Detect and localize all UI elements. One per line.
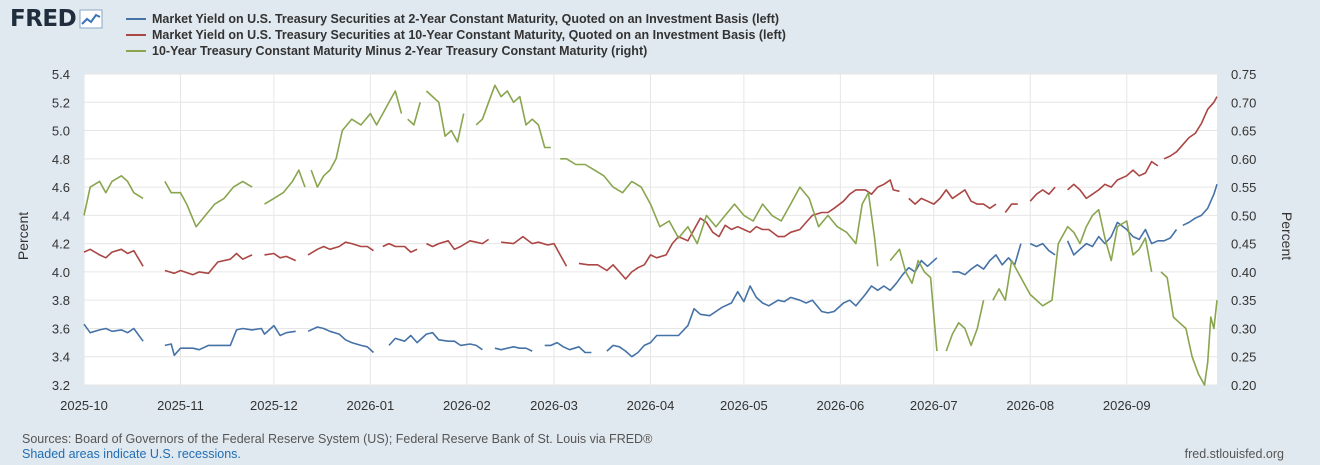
y-tick-label-right: 0.20: [1231, 378, 1256, 393]
series-segment: [310, 90, 403, 188]
series-segment: [1029, 242, 1056, 256]
footer-url[interactable]: fred.stlouisfed.org: [1184, 447, 1284, 461]
footer-sources: Sources: Board of Governors of the Feder…: [22, 432, 653, 446]
series-segment: [164, 252, 253, 276]
x-tick-label: 2026-01: [347, 398, 395, 413]
series-segment: [1066, 221, 1178, 256]
y-tick-label-right: 0.35: [1231, 293, 1256, 308]
legend-item-spread[interactable]: 10-Year Treasury Constant Maturity Minus…: [126, 43, 786, 59]
grid-lines: [83, 73, 1217, 386]
y-tick-label-left: 5.2: [52, 95, 70, 110]
y-axis-left: 3.2 3.4 3.6 3.8 4.0 4.2 4.4 4.6 4.8 5.0 5.2 5.4: [52, 67, 70, 393]
y-tick-label-left: 4.0: [52, 265, 70, 280]
x-tick-label: 2026-02: [443, 398, 491, 413]
y-tick-label-right: 0.30: [1231, 321, 1256, 336]
series-segment: [908, 189, 997, 210]
y-tick-label-right: 0.25: [1231, 350, 1256, 365]
legend-label-2-year: Market Yield on U.S. Treasury Securities…: [152, 12, 780, 26]
series-segment: [426, 238, 490, 251]
series-lines: [83, 84, 1218, 386]
series-segment: [1163, 96, 1218, 160]
x-axis: 2025-10 2025-11 2025-12 2026-01 2026-02 2026-…: [60, 398, 1150, 413]
legend-item-2-year[interactable]: Market Yield on U.S. Treasury Securities…: [126, 11, 786, 27]
y-tick-label-left: 3.4: [52, 350, 70, 365]
series-segment: [560, 158, 879, 267]
x-tick-label: 2026-03: [530, 398, 578, 413]
series-segment: [606, 257, 938, 358]
series-segment: [578, 179, 900, 280]
x-tick-label: 2026-06: [817, 398, 865, 413]
y-tick-label-left: 4.4: [52, 208, 70, 223]
series-segment: [952, 243, 1022, 276]
series-segment: [501, 235, 568, 267]
x-tick-label: 2026-08: [1006, 398, 1054, 413]
series-segment: [494, 345, 533, 352]
y-axis-right-label: Percent: [1279, 212, 1295, 260]
series-segment: [945, 300, 985, 352]
line-chart-icon: [79, 9, 103, 29]
legend-swatch-2-year: [126, 18, 146, 20]
x-tick-label: 2026-04: [627, 398, 675, 413]
series-segment: [1182, 184, 1218, 227]
series-segment: [164, 324, 296, 357]
legend-item-10-year[interactable]: Market Yield on U.S. Treasury Securities…: [126, 27, 786, 43]
series-segment: [1067, 160, 1159, 200]
legend-swatch-spread: [126, 50, 146, 52]
legend-label-spread: 10-Year Treasury Constant Maturity Minus…: [152, 44, 648, 58]
series-segment: [992, 208, 1153, 307]
x-tick-label: 2025-11: [157, 398, 204, 413]
y-tick-label-right: 0.45: [1231, 237, 1256, 252]
series-segment: [425, 90, 465, 143]
series-segment: [407, 102, 421, 126]
y-tick-label-right: 0.55: [1231, 180, 1256, 195]
fred-logo-text: FRED: [10, 6, 77, 32]
y-tick-label-right: 0.50: [1231, 208, 1256, 223]
footer-recession-note[interactable]: Shaded areas indicate U.S. recessions.: [22, 447, 241, 461]
series-segment: [889, 248, 938, 352]
series-line-spread[interactable]: [83, 84, 1218, 386]
x-tick-label: 2025-10: [60, 398, 108, 413]
y-tick-label-left: 3.8: [52, 293, 70, 308]
series-line-2-year[interactable]: [83, 184, 1218, 358]
series-segment: [307, 241, 374, 256]
legend-swatch-10-year: [126, 34, 146, 36]
y-tick-label-left: 5.0: [52, 124, 70, 139]
y-tick-label-left: 3.6: [52, 321, 70, 336]
series-segment: [83, 323, 144, 342]
y-tick-label-right: 0.75: [1231, 67, 1256, 82]
fred-logo[interactable]: FRED: [10, 6, 103, 32]
x-tick-label: 2026-07: [910, 398, 958, 413]
legend: Market Yield on U.S. Treasury Securities…: [126, 11, 786, 59]
line-chart[interactable]: 3.2 3.4 3.6 3.8 4.0 4.2 4.4 4.6 4.8 5.0 5.2 5.4 0.2…: [0, 0, 1320, 430]
y-tick-label-right: 0.70: [1231, 95, 1256, 110]
y-tick-label-left: 5.4: [52, 67, 70, 82]
series-segment: [264, 252, 297, 262]
y-axis-right: 0.20 0.25 0.30 0.35 0.40 0.45 0.50 0.55 0.60 0.65…: [1231, 67, 1256, 393]
y-axis-left-label: Percent: [15, 212, 31, 260]
y-tick-label-right: 0.40: [1231, 265, 1256, 280]
series-segment: [307, 326, 375, 354]
series-segment: [1029, 186, 1056, 202]
y-tick-label-right: 0.60: [1231, 152, 1256, 167]
series-segment: [382, 242, 418, 253]
x-tick-label: 2026-09: [1103, 398, 1151, 413]
series-segment: [83, 248, 144, 267]
series-segment: [1160, 271, 1218, 386]
series-segment: [264, 169, 306, 205]
series-segment: [83, 175, 144, 216]
series-segment: [475, 84, 551, 149]
y-tick-label-left: 4.6: [52, 180, 70, 195]
series-segment: [164, 180, 253, 228]
y-tick-label-right: 0.65: [1231, 124, 1256, 139]
legend-label-10-year: Market Yield on U.S. Treasury Securities…: [152, 28, 786, 42]
series-segment: [388, 331, 483, 351]
y-tick-label-left: 4.8: [52, 152, 70, 167]
series-segment: [544, 341, 592, 354]
series-line-10-year[interactable]: [83, 96, 1218, 280]
y-tick-label-left: 4.2: [52, 237, 70, 252]
series-segment: [1004, 203, 1018, 213]
x-tick-label: 2025-12: [250, 398, 298, 413]
x-tick-label: 2026-05: [720, 398, 768, 413]
y-tick-label-left: 3.2: [52, 378, 70, 393]
